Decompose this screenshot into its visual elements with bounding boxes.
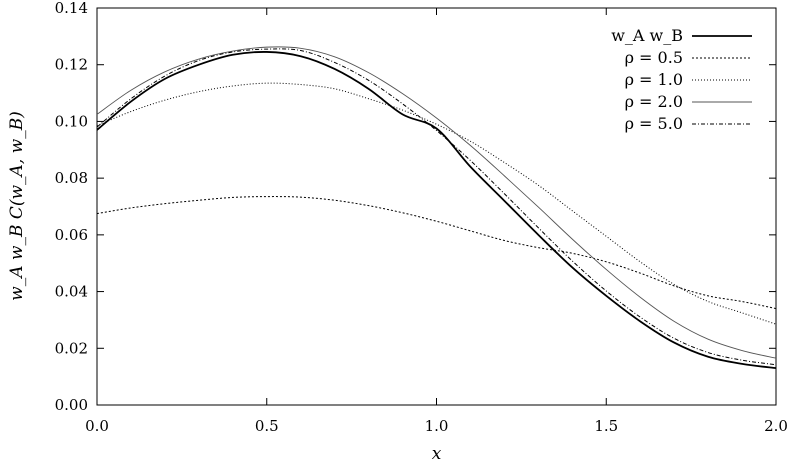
tick-labels: 0.0 0.5 1.0 1.5 2.0 0.00 0.02 0.04 0.06 0.08 0.10 0… xyxy=(55,0,788,435)
series-line-3 xyxy=(96,46,777,359)
y-tick-label: 0.02 xyxy=(55,339,88,357)
y-tick-label: 0.12 xyxy=(55,56,88,74)
plot-frame xyxy=(96,7,777,406)
y-tick-label: 0.04 xyxy=(55,283,88,301)
x-axis-title: x xyxy=(432,444,442,464)
x-tick-label: 0.0 xyxy=(85,417,109,435)
y-tick-label: 0.08 xyxy=(55,169,88,187)
y-tick-label: 0.00 xyxy=(55,396,88,414)
legend: w_A w_B ρ = 0.5 ρ = 1.0 ρ = 2.0 ρ = 5.0 xyxy=(611,26,752,133)
series-line-2 xyxy=(96,82,777,325)
legend-label: ρ = 0.5 xyxy=(625,48,683,67)
legend-label: ρ = 1.0 xyxy=(625,70,683,89)
x-tick-label: 2.0 xyxy=(764,417,788,435)
x-tick-label: 0.5 xyxy=(255,417,279,435)
legend-label: ρ = 5.0 xyxy=(625,114,683,133)
legend-label: w_A w_B xyxy=(611,26,683,45)
series-line-0 xyxy=(96,51,777,370)
axis-ticks xyxy=(96,7,777,406)
y-tick-label: 0.06 xyxy=(55,226,88,244)
legend-label: ρ = 2.0 xyxy=(625,92,683,111)
series-line-4 xyxy=(96,48,777,366)
x-tick-label: 1.5 xyxy=(594,417,618,435)
series-lines xyxy=(96,46,777,370)
y-axis-title: w_A w_B C(w_A, w_B) xyxy=(7,111,27,301)
y-tick-label: 0.10 xyxy=(55,112,88,130)
x-tick-label: 1.0 xyxy=(425,417,449,435)
y-tick-label: 0.14 xyxy=(55,0,88,17)
series-line-1 xyxy=(96,196,777,310)
